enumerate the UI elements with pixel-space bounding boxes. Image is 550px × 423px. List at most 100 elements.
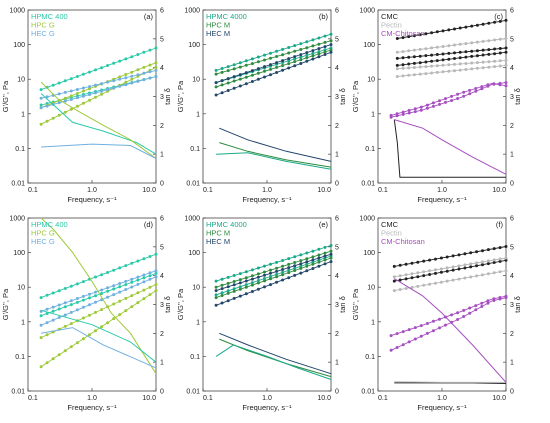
- data-point: [232, 86, 236, 90]
- data-point: [118, 299, 122, 303]
- data-point: [232, 274, 236, 277]
- data-point: [504, 50, 508, 54]
- data-point: [75, 75, 79, 78]
- data-point: [214, 293, 218, 297]
- data-point: [407, 73, 411, 77]
- data-point: [287, 51, 291, 55]
- data-point: [395, 112, 399, 116]
- data-point: [244, 71, 248, 75]
- data-point: [407, 328, 411, 332]
- y2-tick-label: 2: [335, 123, 339, 130]
- data-point: [453, 51, 456, 55]
- data-point: [256, 279, 260, 282]
- panel-label: (e): [319, 220, 329, 229]
- data-point: [220, 79, 224, 83]
- data-point: [447, 44, 451, 48]
- series-line-8: [41, 143, 157, 159]
- data-point: [401, 66, 405, 70]
- data-point: [486, 301, 490, 305]
- data-point: [154, 65, 158, 69]
- data-point: [130, 305, 134, 309]
- data-point: [470, 54, 474, 58]
- data-point: [238, 287, 242, 291]
- y-tick-label: 0.1: [365, 354, 375, 361]
- data-point: [418, 33, 422, 37]
- data-point: [438, 326, 441, 330]
- series-line-7: [390, 83, 507, 116]
- data-point: [311, 267, 315, 270]
- data-point: [430, 71, 434, 75]
- data-point: [136, 291, 140, 295]
- data-point: [81, 72, 85, 76]
- data-point: [413, 326, 417, 330]
- data-point: [305, 53, 309, 57]
- data-point: [69, 310, 73, 314]
- data-point: [220, 70, 224, 74]
- data-point: [130, 285, 134, 289]
- data-point: [45, 333, 49, 337]
- series-line-8: [41, 327, 157, 369]
- data-point: [435, 70, 439, 74]
- data-point: [323, 262, 327, 266]
- data-point: [422, 259, 426, 263]
- data-point: [435, 59, 439, 63]
- data-point: [464, 25, 468, 29]
- data-point: [299, 58, 303, 62]
- data-point: [118, 290, 122, 294]
- data-point: [323, 254, 327, 258]
- data-point: [148, 285, 152, 289]
- y-tick-label: 10: [367, 285, 375, 292]
- data-point: [148, 48, 152, 52]
- data-point: [238, 281, 242, 285]
- data-point: [263, 285, 266, 289]
- data-point: [220, 283, 224, 287]
- data-point: [492, 258, 496, 262]
- x-tick-label: 0.1: [203, 395, 213, 402]
- y-tick-label: 0.01: [186, 389, 200, 396]
- data-point: [256, 272, 260, 276]
- data-point: [94, 95, 97, 99]
- data-point: [154, 271, 158, 275]
- data-point: [435, 45, 439, 49]
- x-axis-label: Frequency, s⁻¹: [242, 195, 292, 204]
- data-point: [51, 318, 55, 322]
- data-point: [81, 294, 85, 298]
- data-point: [293, 55, 297, 59]
- data-point: [431, 329, 435, 333]
- data-point: [481, 60, 485, 64]
- data-point: [425, 322, 429, 325]
- data-point: [250, 73, 254, 77]
- y2-tick-label: 6: [510, 216, 514, 223]
- data-point: [57, 92, 61, 96]
- data-point: [142, 276, 146, 280]
- data-point: [154, 283, 158, 286]
- data-point: [124, 73, 128, 76]
- data-point: [154, 75, 158, 78]
- data-point: [112, 284, 116, 288]
- data-point: [136, 275, 140, 279]
- x-tick-label: 0.1: [28, 395, 38, 402]
- legend-entry: HEC G: [31, 29, 55, 38]
- data-point: [124, 57, 128, 61]
- data-point: [51, 309, 55, 313]
- data-point: [250, 57, 254, 61]
- data-point: [457, 267, 461, 271]
- data-point: [422, 283, 426, 287]
- data-point: [317, 260, 321, 264]
- data-point: [418, 47, 422, 51]
- data-point: [238, 285, 242, 289]
- data-point: [81, 101, 85, 105]
- y-tick-label: 10: [17, 77, 25, 84]
- data-point: [424, 54, 428, 58]
- data-point: [69, 107, 73, 111]
- data-point: [130, 55, 134, 59]
- panel-label: (f): [496, 220, 504, 229]
- data-point: [39, 88, 43, 92]
- data-point: [317, 52, 321, 56]
- data-point: [439, 280, 443, 284]
- data-point: [244, 285, 248, 289]
- legend-entry: HPMC 400: [31, 220, 68, 229]
- data-point: [456, 311, 460, 315]
- data-point: [317, 47, 321, 51]
- data-point: [311, 38, 315, 42]
